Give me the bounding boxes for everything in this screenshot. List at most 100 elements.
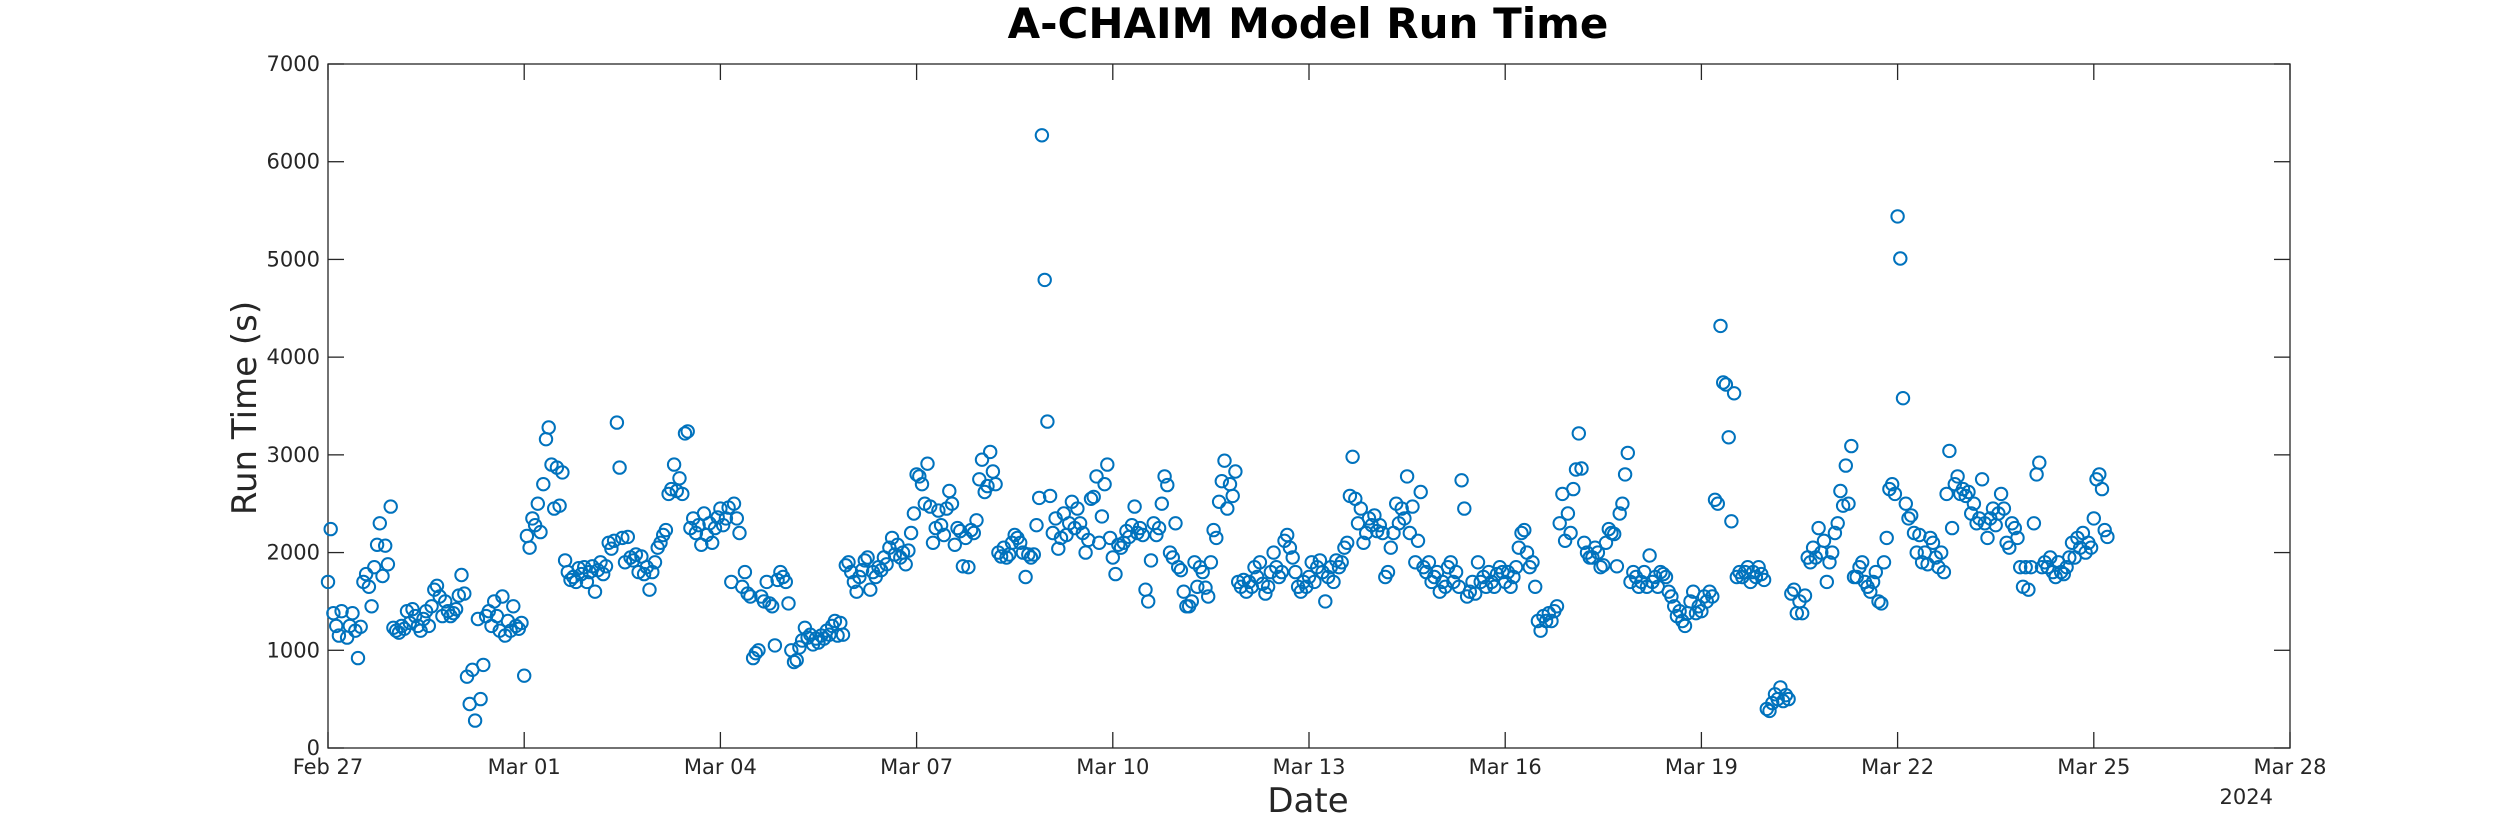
data-point xyxy=(1100,457,1115,472)
data-point xyxy=(1334,555,1349,570)
data-point xyxy=(1593,560,1608,575)
data-point xyxy=(2023,560,2039,575)
data-point xyxy=(1871,594,1886,609)
data-point xyxy=(331,628,347,643)
data-point xyxy=(1721,430,1736,445)
data-point xyxy=(1288,564,1303,580)
data-point xyxy=(1830,516,1845,531)
data-point xyxy=(514,615,529,631)
data-point xyxy=(1707,492,1723,507)
data-point xyxy=(1620,445,1636,461)
x-tick-label: Mar 07 xyxy=(880,755,953,779)
data-point xyxy=(1538,613,1554,629)
data-point xyxy=(1108,566,1123,582)
data-point xyxy=(1939,486,1954,502)
data-point xyxy=(1171,560,1186,575)
data-point xyxy=(525,511,540,526)
data-point xyxy=(912,469,927,484)
data-point xyxy=(1070,501,1085,516)
data-point xyxy=(688,525,704,541)
data-point xyxy=(1726,386,1742,401)
data-point xyxy=(1617,467,1633,482)
data-point xyxy=(666,457,682,472)
data-point xyxy=(1258,586,1273,601)
data-point xyxy=(1209,530,1224,546)
data-point xyxy=(394,618,409,634)
data-point xyxy=(863,582,878,597)
data-point xyxy=(361,579,377,594)
data-point xyxy=(1797,588,1813,603)
data-point xyxy=(1874,596,1889,611)
data-point xyxy=(675,486,690,502)
data-point xyxy=(920,456,935,471)
data-point xyxy=(1353,501,1369,516)
data-point xyxy=(2086,511,2102,526)
data-point xyxy=(1525,555,1540,570)
data-point xyxy=(1040,414,1055,429)
data-point xyxy=(1950,469,1965,484)
data-point xyxy=(323,521,338,537)
data-point xyxy=(906,506,922,521)
data-point xyxy=(1724,514,1739,529)
data-point xyxy=(506,599,521,614)
data-point xyxy=(367,560,382,575)
data-point xyxy=(2062,550,2077,565)
x-tick-label: Mar 22 xyxy=(1861,755,1934,779)
data-point xyxy=(781,596,796,611)
data-point xyxy=(1132,520,1148,536)
data-point xyxy=(1184,594,1200,609)
data-point xyxy=(1879,530,1894,546)
data-point xyxy=(950,520,965,536)
data-point xyxy=(1307,574,1322,590)
data-point xyxy=(1609,559,1625,574)
data-point xyxy=(726,496,742,511)
data-point xyxy=(852,569,867,585)
data-point xyxy=(1996,501,2012,516)
data-point xyxy=(1863,584,1878,599)
data-point xyxy=(1656,566,1671,582)
data-point xyxy=(691,518,706,533)
data-point xyxy=(383,499,398,514)
data-point xyxy=(1042,488,1058,504)
data-point xyxy=(1781,691,1796,707)
data-point xyxy=(743,589,758,604)
data-point xyxy=(1394,501,1409,516)
data-point xyxy=(609,415,625,430)
data-point xyxy=(1173,563,1189,578)
data-point xyxy=(636,566,652,582)
data-point xyxy=(901,543,916,558)
data-point xyxy=(1397,511,1412,526)
x-tick-label: Mar 04 xyxy=(684,755,757,779)
data-point xyxy=(740,586,755,601)
data-point xyxy=(375,568,390,584)
data-point xyxy=(424,599,439,614)
data-point xyxy=(1023,550,1039,565)
data-point xyxy=(914,477,930,492)
data-point xyxy=(1089,469,1104,484)
data-point xyxy=(1201,589,1216,604)
data-point xyxy=(1710,496,1726,511)
data-point xyxy=(329,618,344,634)
data-point xyxy=(969,513,984,528)
data-point xyxy=(1795,606,1810,621)
data-point xyxy=(1658,569,1674,585)
data-point xyxy=(923,499,938,514)
data-point xyxy=(1094,509,1110,524)
data-point xyxy=(1405,499,1420,514)
data-point xyxy=(1942,443,1957,459)
data-point xyxy=(645,564,660,580)
data-point xyxy=(680,424,695,439)
data-point xyxy=(1980,530,1995,546)
data-point xyxy=(903,525,919,541)
data-point xyxy=(1448,564,1464,580)
data-point xyxy=(2059,560,2074,575)
data-point xyxy=(1868,564,1884,580)
data-point xyxy=(1143,553,1159,568)
data-point xyxy=(1383,540,1399,555)
data-point xyxy=(541,420,556,435)
data-point xyxy=(1827,525,1843,541)
data-point xyxy=(1176,584,1191,599)
data-point xyxy=(1705,589,1720,604)
data-point xyxy=(1072,516,1088,531)
data-point xyxy=(620,529,635,545)
